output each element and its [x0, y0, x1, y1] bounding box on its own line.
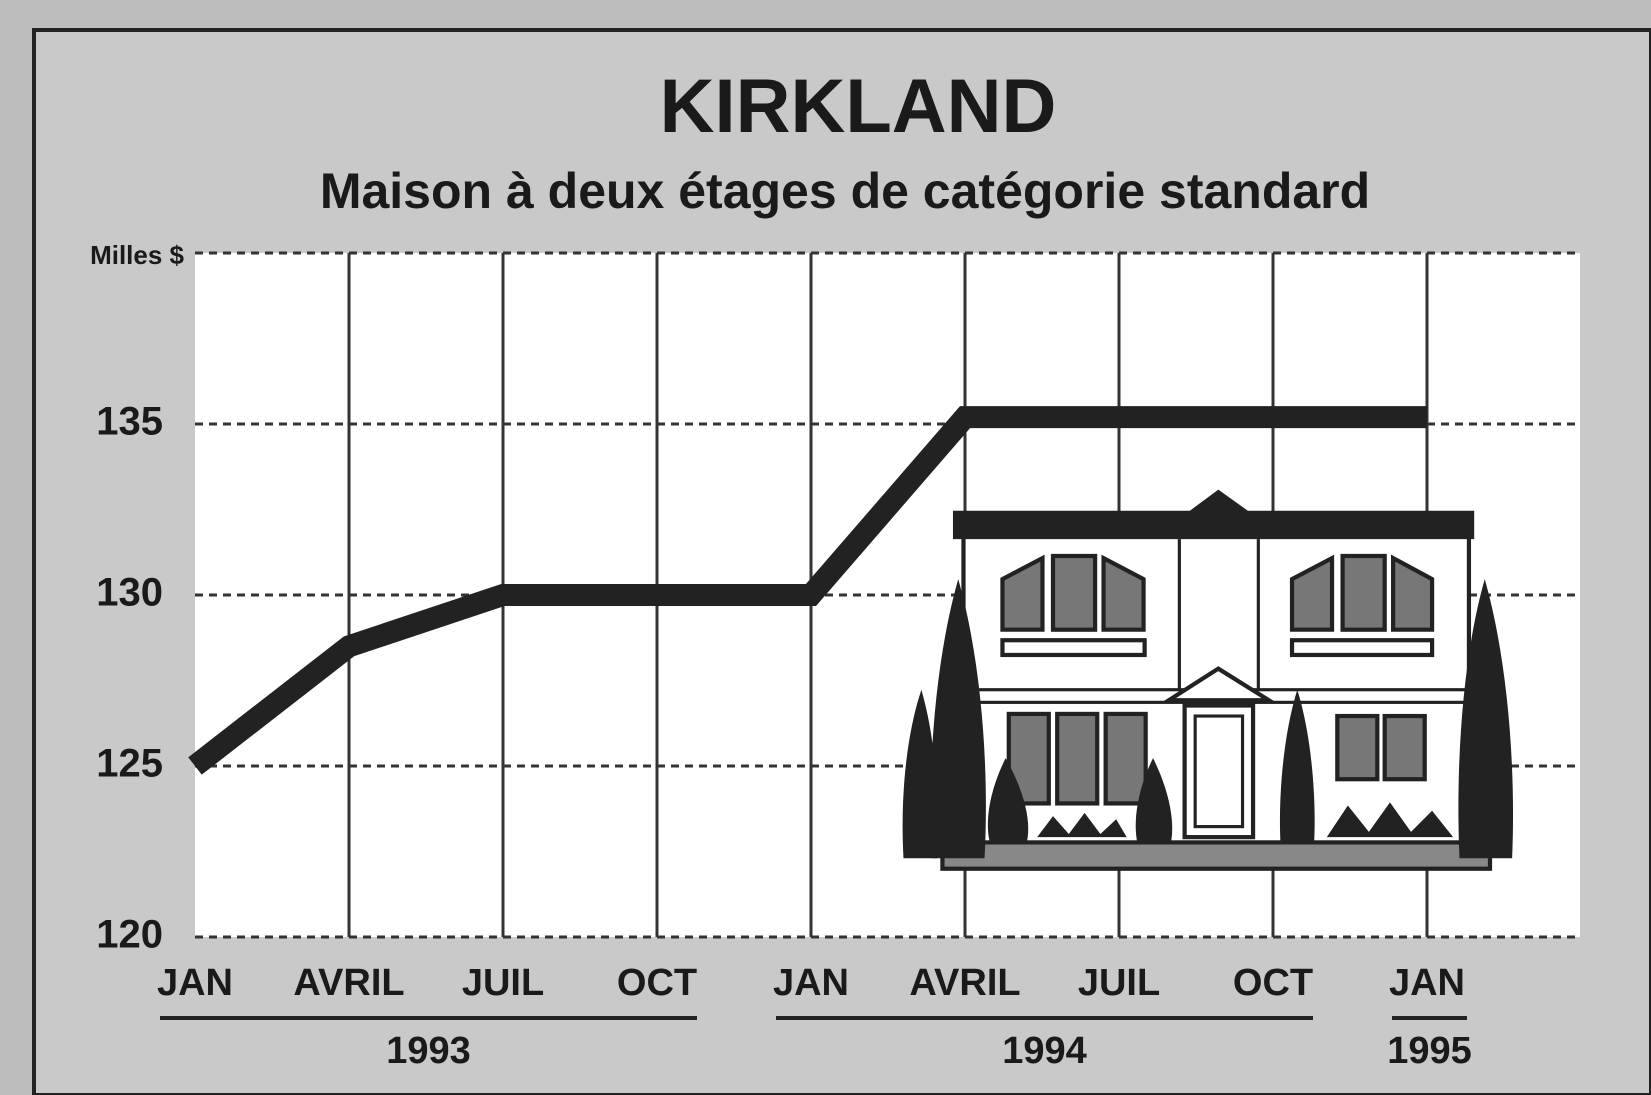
x-tick-label: AVRIL: [293, 962, 404, 1004]
x-tick-label: OCT: [1233, 962, 1313, 1004]
chart-subtitle: Maison à deux étages de catégorie standa…: [320, 163, 1370, 219]
x-tick-label: JUIL: [1078, 962, 1160, 1004]
x-tick-label: JAN: [773, 962, 849, 1004]
y-tick-label: 120: [96, 913, 163, 957]
chart: KIRKLAND Maison à deux étages de catégor…: [0, 0, 1651, 1095]
x-tick-label: JAN: [1389, 962, 1465, 1004]
group-label: 1995: [1387, 1030, 1472, 1072]
group-label: 1994: [1002, 1030, 1087, 1072]
chart-title: KIRKLAND: [660, 64, 1057, 149]
group-label: 1993: [386, 1030, 471, 1072]
x-tick-label: OCT: [617, 962, 697, 1004]
house-illustration: [903, 490, 1513, 869]
x-tick-label: JAN: [157, 962, 233, 1004]
y-tick-label: 130: [96, 571, 163, 615]
x-tick-label: AVRIL: [909, 962, 1020, 1004]
y-tick-label: 135: [96, 400, 163, 444]
y-tick-label: 125: [96, 742, 163, 786]
y-axis-label: Milles $: [90, 240, 184, 270]
x-tick-label: JUIL: [462, 962, 544, 1004]
